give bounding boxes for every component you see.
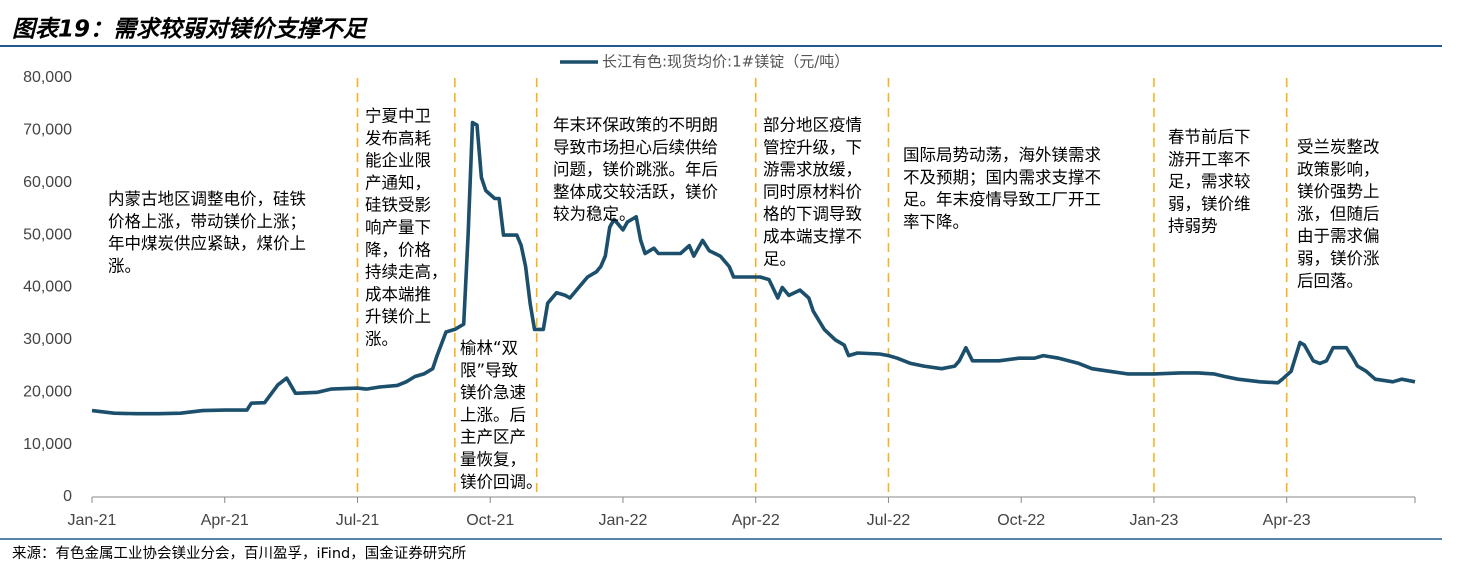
- x-tick-label: Jul-21: [336, 512, 380, 529]
- annotation: 涨。: [365, 330, 398, 349]
- annotation: 年中煤炭供应紧缺，煤价上: [108, 234, 306, 253]
- annotation: 导致市场担心后续供给: [553, 138, 718, 157]
- x-tick-label: Apr-22: [732, 512, 780, 529]
- y-tick-label: 60,000: [23, 174, 72, 191]
- annotation: 足，需求较: [1168, 172, 1251, 191]
- annotation: 整体成交较活跃，镁价: [553, 182, 718, 201]
- annotation: 持弱势: [1168, 217, 1218, 236]
- annotation: 宁夏中卫: [365, 107, 431, 126]
- annotation: 不及预期；国内需求支撑不: [903, 168, 1101, 187]
- annotation: 足。: [763, 249, 796, 268]
- annotation: 较为稳定。: [553, 205, 636, 224]
- annotation: 同时原材料价: [763, 182, 862, 201]
- annotation: 涨，但随后: [1297, 204, 1380, 223]
- annotation: 榆林“双: [460, 339, 518, 358]
- annotation: 能企业限: [365, 151, 431, 170]
- y-tick-label: 80,000: [23, 69, 72, 86]
- annotation: 主产区产: [460, 428, 526, 447]
- annotation: 游开工率不: [1168, 150, 1251, 169]
- x-tick-label: Jan-23: [1129, 512, 1178, 529]
- annotation: 内蒙古地区调整电价，硅铁: [108, 190, 306, 209]
- y-tick-label: 30,000: [23, 331, 72, 348]
- annotation: 上涨。后: [460, 405, 526, 424]
- y-tick-label: 70,000: [23, 122, 72, 139]
- annotation: 镁价回调。: [460, 472, 543, 491]
- annotation: 管控升级，下: [763, 138, 862, 157]
- y-tick-label: 20,000: [23, 383, 72, 400]
- x-tick-label: Oct-21: [466, 512, 514, 529]
- annotation: 受兰炭整改: [1297, 138, 1380, 157]
- annotation: 升镁价上: [365, 307, 431, 326]
- annotation: 率下降。: [903, 212, 969, 231]
- annotation: 涨。: [108, 256, 141, 275]
- annotation: 成本端支撑不: [763, 227, 862, 246]
- annotation: 后回落。: [1297, 271, 1363, 290]
- annotation: 弱，镁价涨: [1297, 249, 1380, 268]
- y-tick-label: 10,000: [23, 436, 72, 453]
- annotation: 足。年末疫情导致工厂开工: [903, 190, 1101, 209]
- price-line: [91, 120, 1416, 416]
- annotation: 由于需求偏: [1297, 227, 1380, 246]
- annotation: 弱，镁价维: [1168, 194, 1251, 213]
- annotation: 硅铁受影: [365, 196, 431, 215]
- annotation: 春节前后下: [1168, 128, 1251, 147]
- x-tick-label: Apr-21: [201, 512, 249, 529]
- annotation: 成本端推: [365, 285, 431, 304]
- annotation: 政策影响，: [1297, 160, 1380, 179]
- annotation: 问题，镁价跳涨。年后: [553, 160, 718, 179]
- legend-label: 长江有色:现货均价:1#镁锭（元/吨）: [602, 53, 849, 71]
- annotation: 降，价格: [365, 240, 432, 259]
- x-tick-label: Oct-22: [997, 512, 1045, 529]
- annotation: 国际局势动荡，海外镁需求: [903, 146, 1101, 165]
- annotation: 游需求放缓，: [763, 160, 862, 179]
- annotation: 持续走高，: [365, 263, 448, 282]
- annotation: 部分地区疫情: [763, 116, 862, 135]
- x-tick-label: Apr-23: [1263, 512, 1311, 529]
- annotation: 响产量下: [365, 218, 431, 237]
- annotation: 限”导致: [460, 361, 518, 380]
- annotation: 格的下调导致: [763, 205, 862, 224]
- x-tick-label: Jan-22: [599, 512, 648, 529]
- annotation: 发布高耗: [365, 129, 431, 148]
- source: 来源：有色金属工业协会镁业分会，百川盈孚，iFind，国金证券研究所: [12, 545, 466, 562]
- annotation: 量恢复，: [460, 450, 526, 469]
- annotation: 镁价急速: [460, 383, 526, 402]
- x-tick-label: Jul-22: [867, 512, 911, 529]
- annotation: 镁价强势上: [1297, 182, 1380, 201]
- chart-title: 图表19：需求较弱对镁价支撑不足: [12, 17, 368, 43]
- y-tick-label: 40,000: [23, 279, 72, 296]
- x-tick-label: Jan-21: [68, 512, 117, 529]
- y-tick-label: 0: [63, 488, 72, 505]
- annotation: 价格上涨，带动镁价上涨；: [108, 212, 306, 231]
- annotation: 年末环保政策的不明朗: [553, 116, 718, 135]
- y-tick-label: 50,000: [23, 226, 72, 243]
- annotation: 产通知，: [365, 173, 431, 192]
